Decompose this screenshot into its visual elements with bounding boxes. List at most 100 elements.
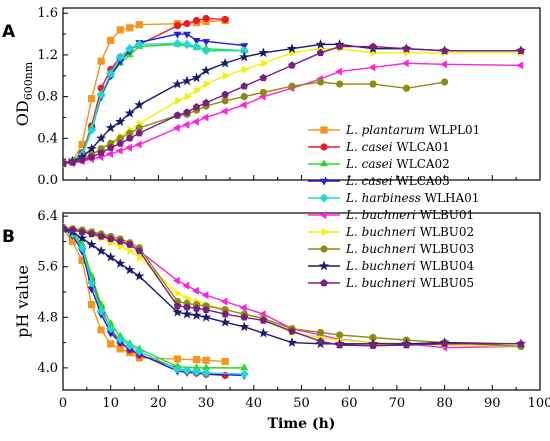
series-wlbu05 bbox=[63, 42, 525, 167]
legend-label: L. casei WLCA03 bbox=[345, 174, 450, 188]
x-tick-label: 80 bbox=[436, 396, 453, 411]
data-point bbox=[88, 301, 96, 309]
y-tick-label: 1.6 bbox=[37, 6, 58, 21]
data-point bbox=[201, 46, 211, 56]
legend-marker bbox=[320, 126, 328, 134]
data-point bbox=[183, 108, 191, 116]
series-line bbox=[63, 228, 226, 363]
data-point bbox=[316, 78, 325, 86]
legend-marker bbox=[319, 193, 329, 203]
data-point bbox=[201, 113, 209, 122]
data-point bbox=[115, 258, 126, 268]
series-wlha01 bbox=[63, 38, 249, 168]
data-point bbox=[221, 357, 229, 366]
data-point bbox=[240, 313, 249, 321]
data-point bbox=[125, 44, 135, 54]
data-point bbox=[172, 306, 183, 317]
data-point bbox=[106, 69, 116, 79]
data-point bbox=[173, 355, 182, 363]
data-point bbox=[183, 31, 191, 39]
data-point bbox=[202, 98, 210, 107]
x-tick-label: 100 bbox=[528, 396, 550, 411]
data-point bbox=[259, 88, 267, 97]
plot-frame bbox=[62, 212, 541, 391]
panel-label: B bbox=[2, 227, 15, 247]
data-point bbox=[191, 310, 202, 320]
series-wlca03 bbox=[63, 31, 249, 168]
legend-marker bbox=[319, 211, 327, 219]
data-point bbox=[316, 48, 325, 57]
data-point bbox=[220, 107, 228, 116]
data-point bbox=[240, 363, 249, 371]
y-tick-label: 1.2 bbox=[37, 48, 58, 63]
data-point bbox=[87, 277, 97, 288]
data-point bbox=[134, 99, 145, 110]
data-point bbox=[172, 123, 180, 132]
x-tick-label: 10 bbox=[102, 396, 119, 411]
y-tick-label: 5.6 bbox=[37, 260, 58, 275]
data-point bbox=[369, 42, 377, 50]
series-wlbu04 bbox=[63, 223, 527, 349]
data-point bbox=[239, 321, 250, 332]
legend-item: L. buchneri WLBU03 bbox=[308, 242, 474, 256]
data-point bbox=[107, 340, 115, 348]
data-point bbox=[175, 96, 183, 105]
data-point bbox=[63, 224, 67, 233]
y-tick-label: 0.0 bbox=[37, 173, 58, 188]
data-point bbox=[134, 140, 142, 149]
data-point bbox=[134, 270, 145, 281]
data-point bbox=[201, 65, 212, 75]
data-point bbox=[116, 139, 125, 147]
data-point bbox=[134, 346, 144, 356]
y-tick-label: 0.8 bbox=[37, 90, 58, 105]
data-point bbox=[316, 328, 325, 337]
data-point bbox=[86, 143, 97, 154]
data-point bbox=[115, 116, 126, 126]
data-point bbox=[106, 324, 116, 334]
data-point bbox=[259, 316, 268, 324]
data-point bbox=[239, 101, 247, 109]
data-point bbox=[182, 365, 192, 375]
legend-label: L. casei WLCA01 bbox=[345, 140, 450, 154]
data-point bbox=[221, 310, 229, 318]
x-tick-label: 20 bbox=[150, 396, 167, 411]
data-point bbox=[220, 57, 231, 68]
legend-marker bbox=[318, 260, 330, 271]
legend-label: L. buchneri WLBU01 bbox=[345, 208, 474, 222]
data-point bbox=[96, 132, 107, 143]
data-point bbox=[220, 297, 228, 306]
data-point bbox=[183, 303, 191, 311]
series-wlca02 bbox=[63, 222, 249, 371]
data-point bbox=[258, 47, 269, 58]
data-point bbox=[240, 82, 249, 90]
data-point bbox=[202, 14, 210, 23]
data-point bbox=[286, 337, 298, 347]
y-tick-label: 4.8 bbox=[37, 310, 58, 325]
data-point bbox=[173, 301, 182, 310]
data-point bbox=[259, 73, 268, 82]
data-point bbox=[441, 78, 449, 86]
data-point bbox=[221, 97, 229, 105]
data-point bbox=[182, 281, 190, 290]
plot-frame bbox=[62, 7, 541, 181]
data-point bbox=[78, 227, 86, 236]
data-point bbox=[192, 356, 201, 364]
data-point bbox=[336, 331, 344, 339]
panel-a-od-plot: 0.0 0.4 0.8 1.2 1.6 A OD600nm bbox=[2, 6, 541, 188]
data-point bbox=[194, 86, 202, 95]
data-point bbox=[192, 16, 201, 25]
legend-marker bbox=[320, 159, 328, 167]
data-point bbox=[517, 339, 525, 348]
data-point bbox=[106, 149, 113, 158]
data-point bbox=[201, 311, 212, 322]
data-point bbox=[222, 71, 230, 80]
data-point bbox=[115, 52, 125, 62]
data-point bbox=[68, 226, 77, 234]
data-point bbox=[135, 246, 144, 255]
data-point bbox=[401, 59, 409, 68]
data-point bbox=[125, 341, 135, 351]
data-point bbox=[192, 42, 202, 52]
legend-marker bbox=[320, 278, 328, 287]
data-point bbox=[241, 65, 249, 74]
